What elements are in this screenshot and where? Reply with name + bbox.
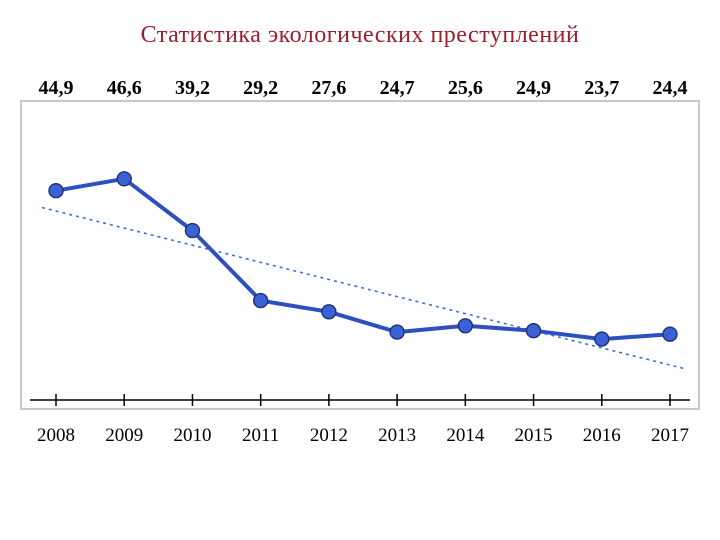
data-point-label: 46,6 <box>107 77 142 100</box>
data-point-label: 23,7 <box>584 77 619 100</box>
x-axis-label: 2014 <box>446 425 484 447</box>
x-axis-label: 2010 <box>173 425 211 447</box>
chart-title: Статистика экологических преступлений <box>0 22 720 49</box>
x-axis-label: 2015 <box>515 425 553 447</box>
x-axis-label: 2017 <box>651 425 689 447</box>
chart-svg-layer <box>20 100 700 460</box>
x-axis-label: 2008 <box>37 425 75 447</box>
x-axis-label: 2012 <box>310 425 348 447</box>
data-point-label: 25,6 <box>448 77 483 100</box>
data-point-label: 39,2 <box>175 77 210 100</box>
x-axis-label: 2016 <box>583 425 621 447</box>
data-point-label: 29,2 <box>243 77 278 100</box>
x-axis-label: 2013 <box>378 425 416 447</box>
x-axis-label: 2009 <box>105 425 143 447</box>
page-root: Статистика экологических преступлений 44… <box>0 0 720 540</box>
data-point-label: 24,4 <box>653 77 688 100</box>
x-axis-label: 2011 <box>242 425 279 447</box>
data-point-label: 27,6 <box>311 77 346 100</box>
data-point-label: 24,9 <box>516 77 551 100</box>
data-point-label: 44,9 <box>39 77 74 100</box>
data-point-label: 24,7 <box>380 77 415 100</box>
chart-container: 44,9200846,6200939,2201029,2201127,62012… <box>20 100 700 460</box>
